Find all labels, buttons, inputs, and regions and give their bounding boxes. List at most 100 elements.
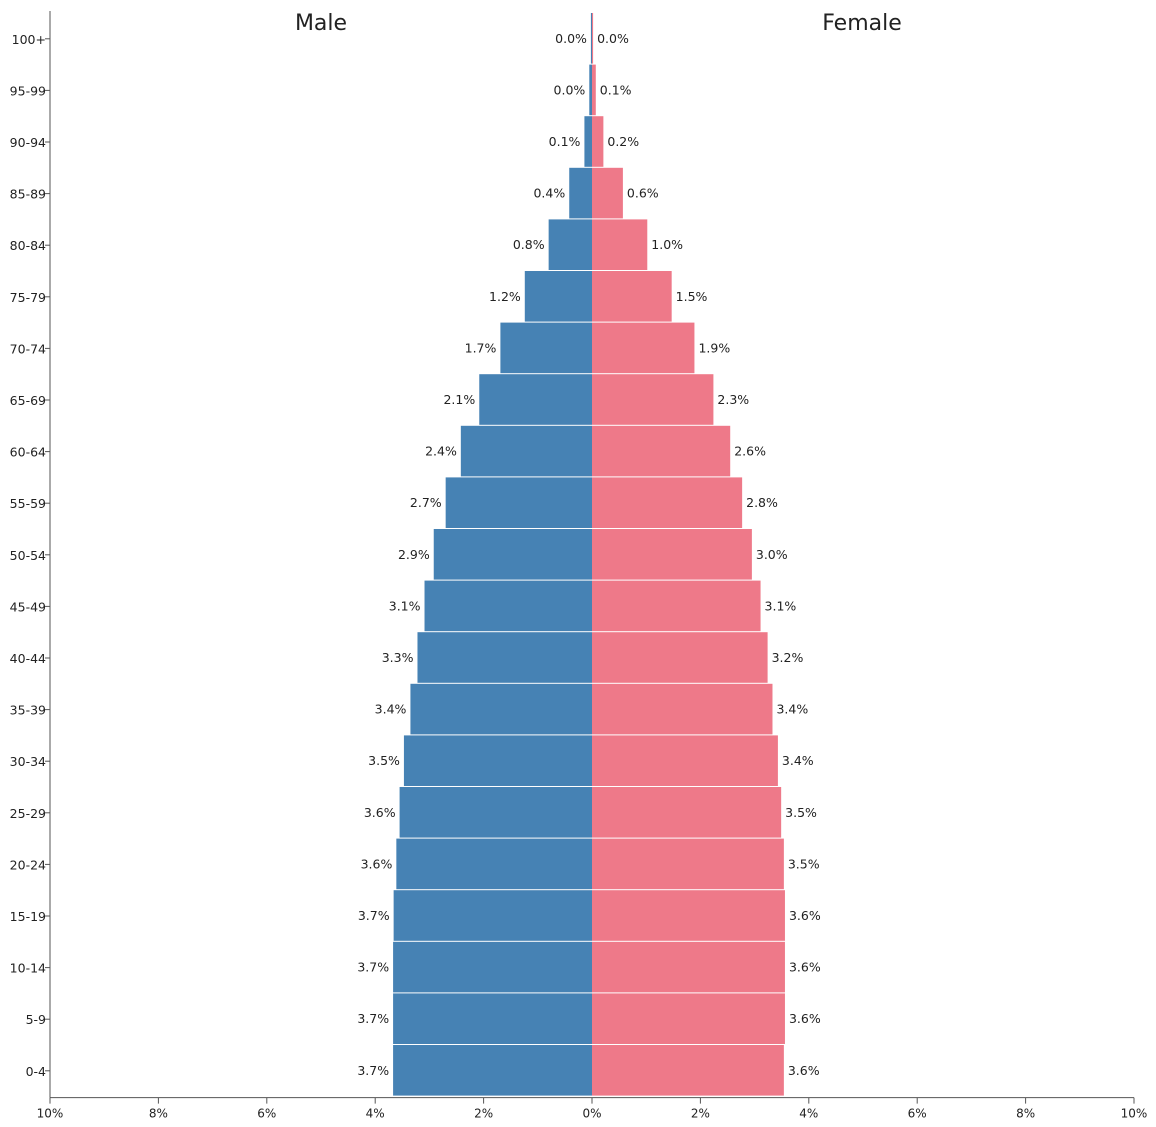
x-tick-label-0: 10% bbox=[37, 1107, 64, 1121]
bar-female-15-19 bbox=[592, 890, 785, 941]
bar-female-80-84 bbox=[592, 219, 648, 270]
label-female-5-9: 3.6% bbox=[789, 1011, 821, 1026]
age-label-75-79: 75-79 bbox=[10, 290, 46, 305]
bar-female-25-29 bbox=[592, 787, 782, 838]
bar-female-40-44 bbox=[592, 632, 768, 683]
label-female-60-64: 2.6% bbox=[734, 444, 766, 459]
label-female-15-19: 3.6% bbox=[789, 908, 821, 923]
bar-male-100+ bbox=[590, 13, 592, 64]
label-male-5-9: 3.7% bbox=[357, 1011, 389, 1026]
label-male-35-39: 3.4% bbox=[375, 702, 407, 717]
age-label-60-64: 60-64 bbox=[10, 445, 46, 460]
bar-male-90-94 bbox=[584, 116, 592, 167]
bar-female-0-4 bbox=[592, 1045, 784, 1096]
series-title-female: Female bbox=[822, 11, 902, 36]
x-tick-label-6: 2% bbox=[691, 1107, 710, 1121]
label-male-10-14: 3.7% bbox=[357, 960, 389, 975]
label-male-70-74: 1.7% bbox=[465, 340, 497, 355]
label-male-55-59: 2.7% bbox=[410, 495, 442, 510]
bar-female-30-34 bbox=[592, 735, 778, 786]
label-female-45-49: 3.1% bbox=[765, 598, 797, 613]
label-female-65-69: 2.3% bbox=[717, 392, 749, 407]
x-tick-label-10: 10% bbox=[1121, 1107, 1148, 1121]
label-male-75-79: 1.2% bbox=[489, 289, 521, 304]
bars-layer bbox=[393, 13, 785, 1096]
label-female-90-94: 0.2% bbox=[607, 134, 639, 149]
x-tick-label-1: 8% bbox=[149, 1107, 168, 1121]
label-female-50-54: 3.0% bbox=[756, 547, 788, 562]
age-label-45-49: 45-49 bbox=[10, 599, 46, 614]
bar-male-10-14 bbox=[393, 941, 592, 993]
age-label-50-54: 50-54 bbox=[10, 548, 46, 563]
age-label-15-19: 15-19 bbox=[10, 909, 46, 924]
bar-male-55-59 bbox=[445, 477, 592, 528]
age-label-80-84: 80-84 bbox=[10, 238, 46, 253]
label-male-100+: 0.0% bbox=[555, 31, 587, 46]
label-male-25-29: 3.6% bbox=[364, 805, 396, 820]
bar-male-75-79 bbox=[524, 271, 592, 322]
bar-female-35-39 bbox=[592, 683, 773, 735]
label-male-85-89: 0.4% bbox=[533, 186, 565, 201]
label-male-50-54: 2.9% bbox=[398, 547, 430, 562]
bar-male-35-39 bbox=[410, 683, 592, 735]
label-male-30-34: 3.5% bbox=[368, 753, 400, 768]
label-female-25-29: 3.5% bbox=[785, 805, 817, 820]
bar-male-60-64 bbox=[460, 425, 592, 477]
label-male-65-69: 2.1% bbox=[443, 392, 475, 407]
bar-female-10-14 bbox=[592, 941, 785, 993]
label-male-20-24: 3.6% bbox=[361, 856, 393, 871]
age-label-25-29: 25-29 bbox=[10, 806, 46, 821]
label-female-75-79: 1.5% bbox=[676, 289, 708, 304]
x-tick-label-3: 4% bbox=[366, 1107, 385, 1121]
label-female-100+: 0.0% bbox=[597, 31, 629, 46]
label-female-80-84: 1.0% bbox=[651, 237, 683, 252]
label-male-40-44: 3.3% bbox=[382, 650, 414, 665]
bar-female-60-64 bbox=[592, 425, 731, 477]
age-label-40-44: 40-44 bbox=[10, 651, 46, 666]
bar-male-30-34 bbox=[403, 735, 592, 786]
label-female-55-59: 2.8% bbox=[746, 495, 778, 510]
age-label-55-59: 55-59 bbox=[10, 496, 46, 511]
bar-male-45-49 bbox=[424, 580, 592, 632]
age-label-65-69: 65-69 bbox=[10, 393, 46, 408]
bar-female-75-79 bbox=[592, 271, 672, 322]
age-label-100+: 100+ bbox=[12, 32, 46, 47]
label-female-20-24: 3.5% bbox=[788, 856, 820, 871]
label-male-60-64: 2.4% bbox=[425, 444, 457, 459]
age-label-5-9: 5-9 bbox=[26, 1012, 46, 1027]
bar-male-40-44 bbox=[417, 632, 592, 683]
bar-female-55-59 bbox=[592, 477, 743, 528]
age-label-10-14: 10-14 bbox=[10, 961, 46, 976]
bar-male-20-24 bbox=[396, 838, 592, 890]
bar-male-95-99 bbox=[589, 64, 592, 116]
label-female-30-34: 3.4% bbox=[782, 753, 814, 768]
label-female-40-44: 3.2% bbox=[772, 650, 804, 665]
x-tick-label-9: 8% bbox=[1016, 1107, 1035, 1121]
label-female-85-89: 0.6% bbox=[627, 186, 659, 201]
age-label-0-4: 0-4 bbox=[26, 1064, 46, 1079]
bar-male-50-54 bbox=[433, 529, 592, 580]
x-tick-label-7: 4% bbox=[799, 1107, 818, 1121]
label-female-35-39: 3.4% bbox=[776, 702, 808, 717]
label-female-10-14: 3.6% bbox=[789, 960, 821, 975]
x-tick-label-2: 6% bbox=[257, 1107, 276, 1121]
age-label-90-94: 90-94 bbox=[10, 135, 46, 150]
age-label-95-99: 95-99 bbox=[10, 83, 46, 98]
bar-female-5-9 bbox=[592, 993, 785, 1044]
bar-female-65-69 bbox=[592, 374, 714, 425]
age-label-30-34: 30-34 bbox=[10, 754, 46, 769]
label-male-0-4: 3.7% bbox=[357, 1063, 389, 1078]
bar-male-85-89 bbox=[569, 167, 592, 219]
label-male-45-49: 3.1% bbox=[389, 598, 421, 613]
bar-male-15-19 bbox=[393, 890, 592, 941]
label-female-0-4: 3.6% bbox=[788, 1063, 820, 1078]
x-tick-label-8: 6% bbox=[908, 1107, 927, 1121]
label-male-15-19: 3.7% bbox=[358, 908, 390, 923]
bar-male-5-9 bbox=[393, 993, 592, 1044]
bar-female-95-99 bbox=[592, 64, 596, 116]
age-label-35-39: 35-39 bbox=[10, 703, 46, 718]
age-label-70-74: 70-74 bbox=[10, 341, 46, 356]
label-female-95-99: 0.1% bbox=[600, 82, 632, 97]
bar-female-45-49 bbox=[592, 580, 761, 632]
